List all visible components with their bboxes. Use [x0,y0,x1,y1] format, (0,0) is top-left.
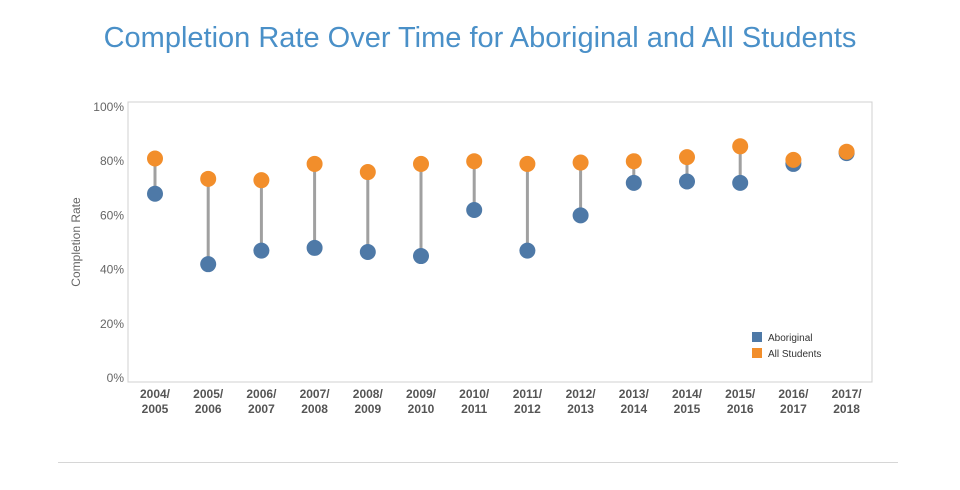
chart-title: Completion Rate Over Time for Aboriginal… [103,22,857,54]
all-students-point [466,153,483,170]
legend-label: Aboriginal [768,333,812,344]
y-tick-label: 20% [100,317,124,331]
all-students-point [147,150,163,167]
all-students-point [253,172,270,189]
all-students-point [785,151,802,168]
aboriginal-point [200,256,217,273]
legend-swatch [752,348,762,358]
aboriginal-point [413,248,429,265]
all-students-point [200,170,217,187]
x-tick-label: 2014/2015 [672,387,703,416]
y-tick-label: 100% [93,100,124,114]
all-students-point [679,149,695,166]
x-tick-label: 2013/2014 [619,387,650,416]
y-tick-label: 40% [100,263,124,277]
x-tick-label: 2008/2009 [353,387,384,416]
y-tick-label: 60% [100,208,124,222]
aboriginal-point [466,201,483,218]
plot-frame [127,101,873,383]
x-tick-label: 2017/2018 [832,387,863,416]
x-tick-label: 2015/2016 [725,387,756,416]
y-tick-label: 80% [100,154,124,168]
aboriginal-point [519,242,536,259]
x-tick-label: 2010/2011 [459,387,490,416]
x-tick-label: 2006/2007 [246,387,277,416]
x-tick-label: 2011/2012 [513,387,543,416]
x-tick-label: 2005/2006 [193,387,224,416]
bottom-divider [58,462,898,463]
aboriginal-point [253,242,270,259]
aboriginal-point [679,173,695,190]
x-tick-label: 2016/2017 [778,387,809,416]
legend-label: All Students [768,349,821,360]
x-tick-label: 2009/2010 [406,387,437,416]
all-students-point [732,138,749,155]
legend-swatch [752,332,762,342]
x-tick-label: 2004/2005 [140,387,171,416]
aboriginal-point [625,174,642,191]
y-axis-label: Completion Rate [69,197,83,287]
all-students-point [306,155,323,172]
aboriginal-point [732,174,749,191]
aboriginal-point [147,185,163,202]
all-students-point [519,155,536,172]
all-students-point [625,153,642,170]
all-students-point [413,155,429,172]
aboriginal-point [306,239,323,256]
aboriginal-point [572,207,589,224]
y-tick-label: 0% [107,371,125,385]
x-tick-label: 2012/2013 [566,387,597,416]
all-students-point [359,164,376,181]
x-tick-label: 2007/2008 [300,387,331,416]
all-students-point [838,143,855,160]
all-students-point [572,154,589,171]
aboriginal-point [359,243,376,260]
